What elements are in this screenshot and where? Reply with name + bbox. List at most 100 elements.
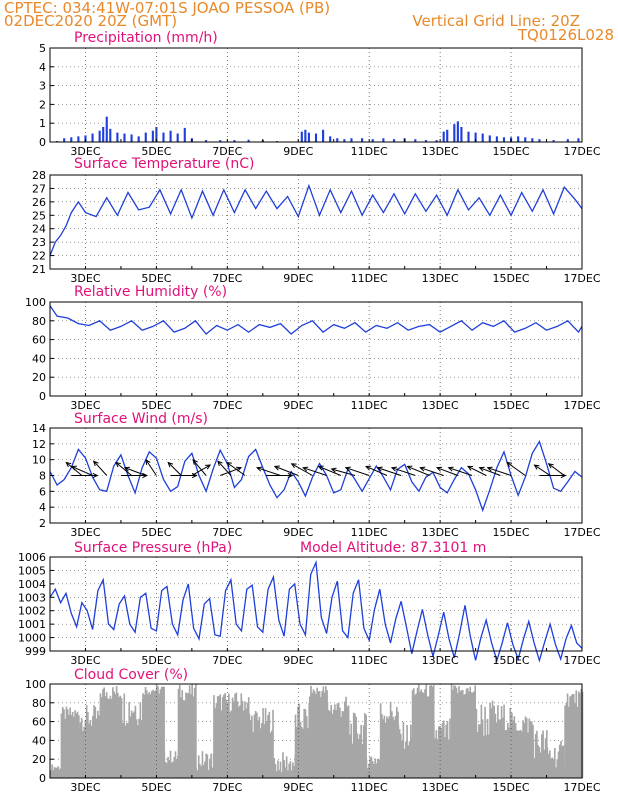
cloud-bar <box>539 752 542 778</box>
cloud-bar <box>442 720 445 778</box>
y-tick-label: 23 <box>32 236 46 249</box>
cloud-bar <box>193 688 196 778</box>
wind-arrow-head <box>533 464 540 470</box>
wind-arrow <box>303 467 327 476</box>
cloud-bar <box>506 722 509 778</box>
precip-bar <box>517 136 520 142</box>
cloud-bar <box>152 689 154 778</box>
cloud-bar <box>57 766 60 778</box>
precip-bar <box>105 116 108 142</box>
precip-bar <box>162 132 165 142</box>
wind-arrow <box>192 459 207 476</box>
cloud-bar <box>211 767 214 778</box>
cloud-bar <box>558 744 561 778</box>
panel-cloud: Cloud Cover (%) 3DEC 5DEC 7DEC 9DEC 11DEC 13DE… <box>25 667 601 794</box>
y-tick-label: 100 <box>25 296 46 309</box>
cloud-bar <box>69 707 71 778</box>
precip-bar <box>130 134 133 142</box>
cloud-bar <box>244 701 246 778</box>
wind-arrow <box>506 462 526 476</box>
precip-bar <box>382 138 385 142</box>
cloud-bar <box>218 696 220 778</box>
y-tick-label: 0 <box>39 390 46 403</box>
precip-bar <box>63 138 66 142</box>
cloud-bar <box>191 684 193 778</box>
cloud-bar <box>287 770 289 778</box>
precip-bar <box>456 121 459 142</box>
wind-arrow <box>274 465 299 476</box>
cloud-bar <box>520 731 523 778</box>
cloud-bar <box>575 690 578 778</box>
cloud-bar <box>256 712 258 778</box>
cloud-bar <box>66 709 69 778</box>
cloud-bar <box>420 689 423 778</box>
cloud-bar <box>195 768 198 778</box>
cloud-bar <box>207 770 210 778</box>
panel-wind: Surface Wind (m/s) 3DEC 5DEC 7DEC 9DEC 11DEC 1… <box>32 411 601 539</box>
wind-arrow <box>191 464 211 476</box>
cloud-bar <box>489 702 491 778</box>
cloud-bar <box>550 758 552 778</box>
cloud-bar <box>268 711 271 778</box>
cloud-bar <box>384 722 387 778</box>
cloud-bar <box>272 709 274 778</box>
cloud-bar <box>249 720 252 778</box>
cloud-bar <box>440 728 443 778</box>
panel-title-precip: Precipitation (mm/h) <box>74 30 218 46</box>
panel-precip: Precipitation (mm/h) 3DEC 5DEC 7DEC 9DEC 11DE… <box>39 30 601 158</box>
cloud-bar <box>265 721 268 778</box>
precip-bar <box>307 132 310 142</box>
cloud-bar <box>127 723 129 778</box>
wind-arrow <box>345 467 370 476</box>
cloud-bar <box>275 771 278 778</box>
cloud-bar <box>524 716 527 778</box>
cloud-bar <box>183 700 186 778</box>
cloud-bar <box>425 684 428 778</box>
precip-bar <box>247 139 250 142</box>
wind-arrow-head <box>447 466 454 472</box>
cloud-bar <box>379 703 382 778</box>
cloud-bar <box>237 706 240 778</box>
cloud-bar <box>120 719 123 778</box>
y-tick-label: 4 <box>39 61 46 74</box>
x-tick-label: 15DEC <box>493 145 530 158</box>
cloud-bar <box>105 692 108 778</box>
cloud-bar <box>139 702 142 778</box>
cloud-bar <box>162 686 164 778</box>
cloud-bar <box>128 702 131 778</box>
cloud-bar <box>110 698 113 778</box>
cloud-bar <box>579 693 581 778</box>
wind-arrow-head <box>486 466 493 472</box>
cloud-bar <box>355 716 358 778</box>
cloud-bar <box>505 729 508 778</box>
cloud-bar <box>332 709 335 778</box>
cloud-bar <box>551 757 554 778</box>
cloud-bar <box>245 708 248 778</box>
wind-arrow <box>479 467 501 476</box>
precip-bar <box>314 133 318 142</box>
cloud-bar <box>572 694 575 778</box>
wind-arrow-head <box>236 466 243 472</box>
panel-temp: Surface Temperature (nC) 3DEC 5DEC 7DEC 9DEC… <box>32 156 601 285</box>
x-tick-label: 17DEC <box>563 272 600 285</box>
cloud-bar <box>514 723 517 778</box>
panel-rh: Relative Humidity (%) 3DEC 5DEC 7DEC 9DEC 11D… <box>25 284 601 412</box>
y-tick-label: 5 <box>39 42 46 55</box>
wind-arrow-head <box>419 466 426 472</box>
x-tick-label: 3DEC <box>70 781 100 794</box>
wind-arrow <box>256 467 281 476</box>
cloud-bar <box>327 710 330 778</box>
x-tick-label: 3DEC <box>70 399 100 412</box>
y-tick-label: 2 <box>39 517 46 530</box>
cloud-bar <box>454 685 457 778</box>
cloud-bar <box>53 766 56 778</box>
cloud-bar <box>257 720 259 778</box>
cloud-bar <box>138 718 140 778</box>
cloud-bar <box>87 711 89 778</box>
x-tick-label: 15DEC <box>493 272 530 285</box>
cloud-bar <box>149 694 152 778</box>
wind-arrow-head <box>376 466 383 472</box>
precip-bar <box>446 129 449 142</box>
cloud-bar <box>115 686 118 778</box>
cloud-bar <box>158 693 160 778</box>
